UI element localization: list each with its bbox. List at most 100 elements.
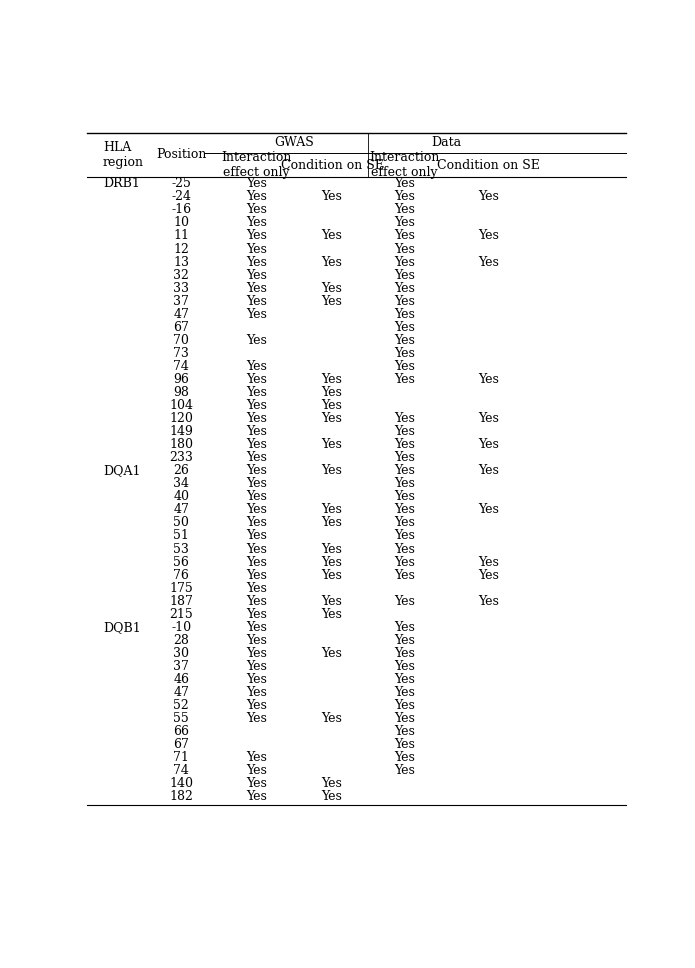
Text: 55: 55 (173, 712, 189, 725)
Text: 47: 47 (173, 308, 189, 320)
Text: Yes: Yes (246, 777, 267, 790)
Text: 140: 140 (169, 777, 193, 790)
Text: Yes: Yes (322, 386, 343, 399)
Text: Yes: Yes (394, 425, 415, 439)
Text: Yes: Yes (246, 594, 267, 608)
Text: Condition on SE: Condition on SE (436, 159, 539, 172)
Text: Yes: Yes (394, 320, 415, 334)
Text: Yes: Yes (394, 347, 415, 360)
Text: Yes: Yes (246, 412, 267, 425)
Text: Yes: Yes (246, 517, 267, 529)
Text: Yes: Yes (477, 373, 498, 386)
Text: Yes: Yes (477, 191, 498, 203)
Text: Yes: Yes (394, 686, 415, 699)
Text: Yes: Yes (246, 647, 267, 660)
Text: 56: 56 (173, 556, 189, 568)
Text: Yes: Yes (246, 451, 267, 465)
Text: Yes: Yes (246, 294, 267, 308)
Text: Yes: Yes (394, 556, 415, 568)
Text: Yes: Yes (322, 256, 343, 268)
Text: Yes: Yes (322, 556, 343, 568)
Text: Yes: Yes (322, 568, 343, 582)
Text: Yes: Yes (394, 620, 415, 634)
Text: Yes: Yes (246, 699, 267, 712)
Text: Yes: Yes (394, 334, 415, 347)
Text: Yes: Yes (394, 634, 415, 647)
Text: Yes: Yes (322, 465, 343, 477)
Text: 66: 66 (173, 725, 189, 739)
Text: Yes: Yes (246, 542, 267, 556)
Text: Yes: Yes (322, 777, 343, 790)
Text: 175: 175 (170, 582, 193, 594)
Text: Interaction
effect only: Interaction effect only (370, 151, 440, 179)
Text: Yes: Yes (246, 491, 267, 503)
Text: 40: 40 (173, 491, 189, 503)
Text: 34: 34 (173, 477, 189, 491)
Text: Yes: Yes (477, 556, 498, 568)
Text: Yes: Yes (322, 439, 343, 451)
Text: Yes: Yes (322, 517, 343, 529)
Text: 74: 74 (173, 360, 189, 373)
Text: Yes: Yes (246, 790, 267, 803)
Text: 11: 11 (173, 229, 189, 242)
Text: 37: 37 (173, 294, 189, 308)
Text: Yes: Yes (322, 294, 343, 308)
Text: Yes: Yes (246, 217, 267, 229)
Text: Yes: Yes (394, 256, 415, 268)
Text: 47: 47 (173, 686, 189, 699)
Text: Yes: Yes (394, 517, 415, 529)
Text: Interaction
effect only: Interaction effect only (221, 151, 292, 179)
Text: Yes: Yes (477, 568, 498, 582)
Text: Yes: Yes (322, 229, 343, 242)
Text: Yes: Yes (246, 503, 267, 516)
Text: -24: -24 (171, 191, 191, 203)
Text: Yes: Yes (246, 268, 267, 282)
Text: 98: 98 (173, 386, 189, 399)
Text: Yes: Yes (246, 243, 267, 256)
Text: Yes: Yes (394, 308, 415, 320)
Text: 104: 104 (169, 399, 193, 412)
Text: 28: 28 (173, 634, 189, 647)
Text: DQB1: DQB1 (103, 620, 141, 634)
Text: Yes: Yes (322, 282, 343, 294)
Text: Yes: Yes (394, 477, 415, 491)
Text: Yes: Yes (394, 268, 415, 282)
Text: Yes: Yes (246, 439, 267, 451)
Text: Yes: Yes (394, 203, 415, 217)
Text: -16: -16 (171, 203, 191, 217)
Text: -10: -10 (171, 620, 191, 634)
Text: 26: 26 (173, 465, 189, 477)
Text: Yes: Yes (394, 503, 415, 516)
Text: Yes: Yes (322, 542, 343, 556)
Text: Yes: Yes (246, 634, 267, 647)
Text: Yes: Yes (246, 203, 267, 217)
Text: Yes: Yes (394, 529, 415, 542)
Text: Yes: Yes (322, 608, 343, 620)
Text: 76: 76 (173, 568, 189, 582)
Text: Yes: Yes (246, 386, 267, 399)
Text: Yes: Yes (394, 217, 415, 229)
Text: Yes: Yes (477, 594, 498, 608)
Text: 70: 70 (173, 334, 189, 347)
Text: Yes: Yes (246, 582, 267, 594)
Text: 71: 71 (173, 751, 189, 764)
Text: -25: -25 (171, 177, 191, 191)
Text: 32: 32 (173, 268, 189, 282)
Text: Yes: Yes (477, 439, 498, 451)
Text: DQA1: DQA1 (103, 465, 140, 477)
Text: Yes: Yes (322, 373, 343, 386)
Text: 187: 187 (169, 594, 193, 608)
Text: Yes: Yes (246, 751, 267, 764)
Text: Yes: Yes (322, 647, 343, 660)
Text: Yes: Yes (246, 360, 267, 373)
Text: Yes: Yes (246, 568, 267, 582)
Text: Yes: Yes (394, 542, 415, 556)
Text: Yes: Yes (322, 790, 343, 803)
Text: Yes: Yes (394, 660, 415, 673)
Text: Yes: Yes (246, 673, 267, 686)
Text: 120: 120 (169, 412, 193, 425)
Text: Yes: Yes (322, 399, 343, 412)
Text: Yes: Yes (394, 712, 415, 725)
Text: 12: 12 (173, 243, 189, 256)
Text: Yes: Yes (246, 686, 267, 699)
